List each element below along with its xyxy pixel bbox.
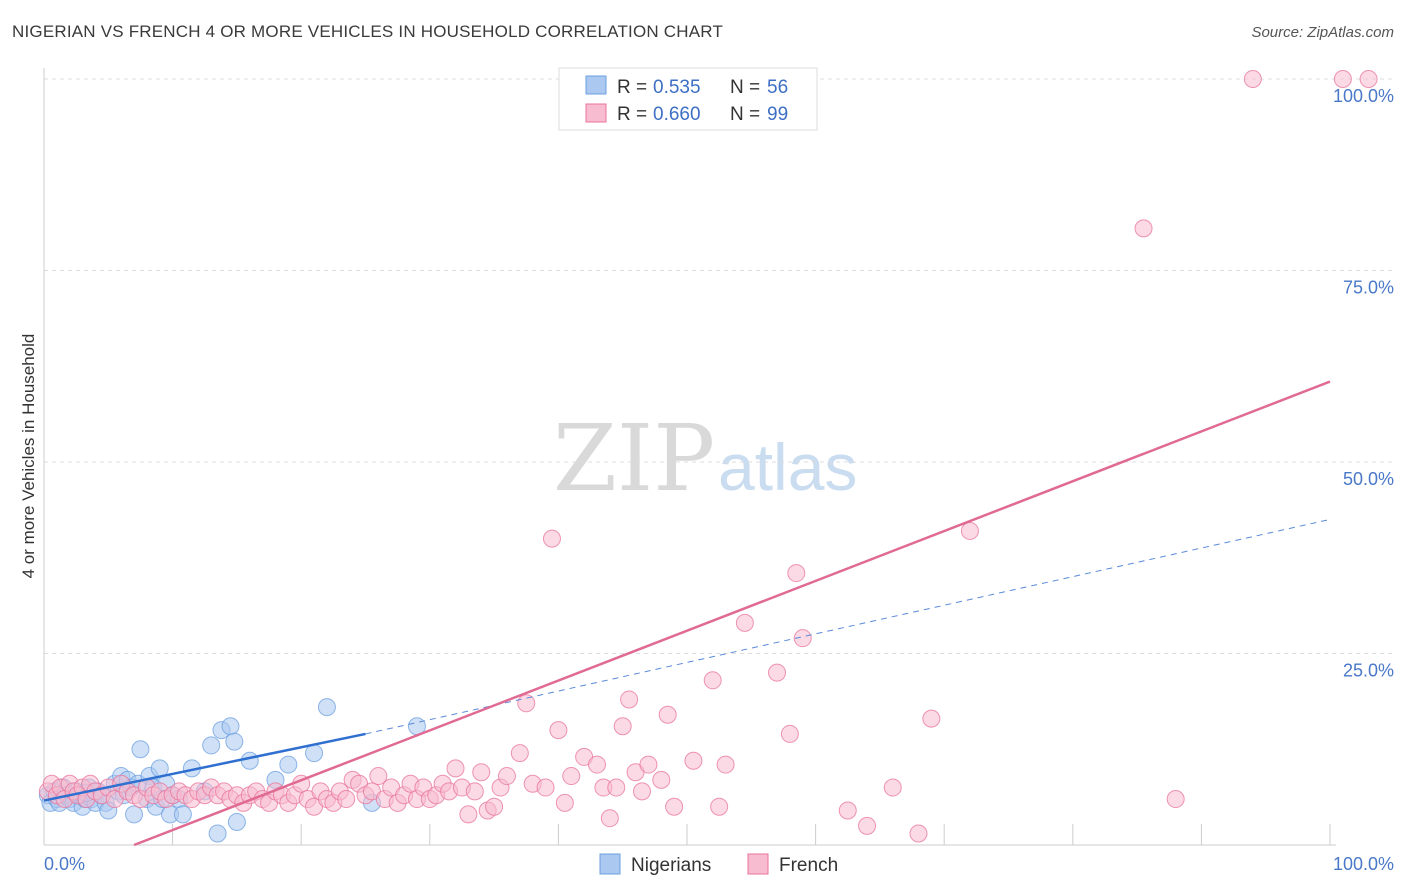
nigerians-point-51 [305,744,324,763]
french-point-81 [549,721,568,740]
french-point-79 [536,778,555,797]
french-point-70 [465,782,484,801]
french-point-107 [858,816,877,835]
french-point-115 [1333,70,1352,88]
y-tick-label-50: 50.0% [1343,469,1394,489]
french-point-93 [639,755,658,774]
french-point-82 [555,793,574,812]
french-point-71 [472,763,491,782]
axes [43,68,1336,846]
y-tick-label-25: 25.0% [1343,661,1394,681]
nigerians-trend-line [43,732,366,802]
nigerians-point-46 [225,732,244,751]
y-tick-label-75: 75.0% [1343,278,1394,298]
french-point-90 [620,690,639,709]
french-point-111 [960,521,979,540]
legend-bottom-swatch-nigerians [599,853,621,875]
legend-r-value-1: 0.660 [653,104,701,125]
french-point-83 [562,767,581,786]
french-point-108 [883,778,902,797]
french-point-116 [1359,70,1378,88]
french-point-109 [909,824,928,843]
legend-bottom-label-nigerians: Nigerians [631,855,711,876]
series-legend: Nigerians French [599,853,838,876]
legend-n-value-1: 99 [767,104,788,125]
french-point-99 [710,797,729,816]
nigerians-point-45 [221,717,240,736]
french-point-113 [1166,790,1185,809]
french-point-73 [485,797,504,816]
french-point-94 [652,770,671,789]
x-tick-label-100: 100.0% [1333,854,1394,874]
legend-r-value-0: 0.535 [653,77,701,98]
legend-n-value-0: 56 [767,77,788,98]
nigerians-point-28 [131,740,150,759]
nigerians-point-39 [173,805,192,824]
nigerians-point-48 [240,751,259,770]
watermark-zip: ZIP [553,405,715,512]
y-axis-title: 4 or more Vehicles in Household [19,334,38,579]
french-point-96 [665,797,684,816]
french-point-104 [787,564,806,583]
french-point-88 [607,778,626,797]
legend-swatch-french [585,103,607,123]
legend-r-label-1: R = [617,104,647,125]
french-point-92 [632,782,651,801]
nigerians-point-43 [208,824,227,843]
legend-r-label-0: R = [617,77,647,98]
french-point-101 [735,613,754,632]
french-point-77 [517,694,536,713]
nigerians-point-26 [125,805,144,824]
legend-swatch-nigerians [585,75,607,95]
y-ticks: 25.0% 50.0% 75.0% 100.0% [1333,86,1394,681]
french-point-112 [1134,219,1153,238]
french-trend-line [133,380,1331,847]
legend-n-label-0: N = [730,77,760,98]
french-point-98 [703,671,722,690]
french-point-76 [510,744,529,763]
nigerians-point-52 [317,698,336,717]
french-point-85 [587,755,606,774]
french-point-87 [600,809,619,828]
chart-title: NIGERIAN VS FRENCH 4 OR MORE VEHICLES IN… [12,22,724,41]
french-point-50 [337,790,356,809]
french-point-106 [838,801,857,820]
french-point-95 [658,705,677,724]
legend-bottom-label-french: French [779,855,838,876]
trend-lines [43,380,1331,847]
nigerians-trend-extension [365,518,1331,735]
nigerians-point-50 [279,755,298,774]
y-tick-label-100: 100.0% [1333,86,1394,106]
x-ticks [43,824,1331,845]
nigerians-point-47 [227,813,246,832]
french-point-110 [922,709,941,728]
french-point-103 [780,724,799,743]
source-label: Source: ZipAtlas.com [1251,24,1394,41]
french-point-55 [369,767,388,786]
french-point-100 [716,755,735,774]
x-tick-label-0: 0.0% [44,854,85,874]
legend-n-label-1: N = [730,104,760,125]
stats-legend: R = 0.535 N = 56 R = 0.660 N = 99 [558,67,818,131]
french-point-89 [613,717,632,736]
french-point-80 [542,529,561,548]
grid [44,78,1394,654]
nigerians-point-42 [202,736,221,755]
french-point-102 [768,663,787,682]
french-point-114 [1243,70,1262,88]
french-point-67 [446,759,465,778]
french-point-75 [497,767,516,786]
french-point-97 [684,751,703,770]
french-point-105 [793,629,812,648]
french-point-69 [459,805,478,824]
legend-bottom-swatch-french [747,853,769,875]
watermark-atlas: atlas [718,430,857,504]
